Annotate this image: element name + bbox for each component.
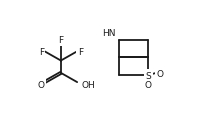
Text: F: F (78, 47, 83, 56)
Text: F: F (58, 36, 63, 45)
Text: O: O (38, 80, 45, 89)
Text: O: O (157, 70, 163, 78)
Text: F: F (39, 47, 44, 56)
Text: OH: OH (82, 80, 95, 89)
Text: HN: HN (102, 29, 115, 38)
Text: S: S (146, 71, 151, 80)
Text: O: O (145, 80, 152, 89)
